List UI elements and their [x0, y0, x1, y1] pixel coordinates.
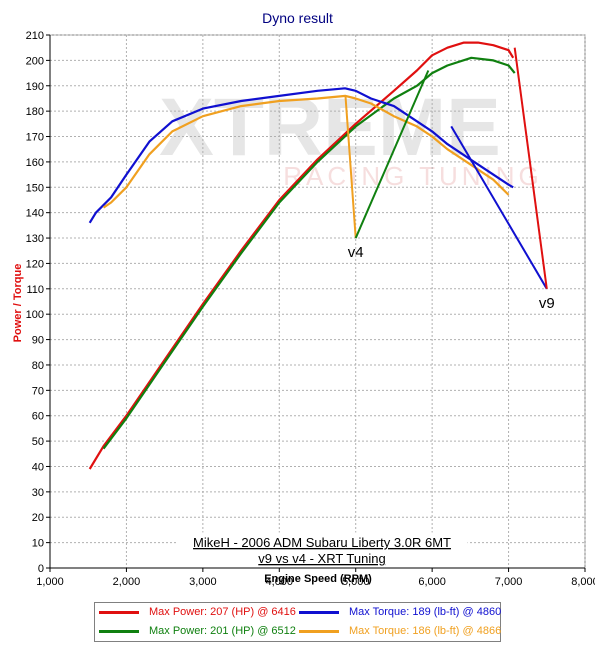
y-tick-label: 30: [32, 487, 44, 499]
leader-line-v9: [513, 47, 548, 289]
annotation-bg: [176, 532, 468, 568]
x-axis-label: Engine Speed (RPM): [264, 573, 372, 585]
y-tick-label: 130: [26, 233, 44, 245]
legend-label: Max Power: 201 (HP) @ 6512: [149, 625, 296, 637]
y-tick-label: 210: [26, 30, 44, 42]
x-tick-label: 7,000: [495, 576, 523, 588]
y-tick-label: 190: [26, 81, 44, 93]
x-tick-label: 6,000: [418, 576, 446, 588]
annotation-line2: v9 vs v4 - XRT Tuning: [258, 551, 385, 566]
legend-swatch: [299, 630, 339, 633]
y-tick-label: 170: [26, 132, 44, 144]
y-tick-label: 0: [38, 563, 44, 575]
chart-grid: [49, 34, 586, 569]
chart-title: Dyno result: [262, 10, 333, 26]
leader-line-v4: [344, 95, 357, 239]
y-axis-label: Power / Torque: [12, 264, 24, 343]
series-line-v9-power: [88, 41, 515, 470]
leader-line-v9: [450, 125, 548, 290]
x-tick-label: 4,000: [266, 576, 294, 588]
legend-label: Max Power: 207 (HP) @ 6416: [149, 606, 296, 618]
y-tick-label: 50: [32, 436, 44, 448]
y-tick-label: 120: [26, 258, 44, 270]
legend-swatch: [99, 630, 139, 633]
y-tick-label: 80: [32, 360, 44, 372]
y-tick-label: 180: [26, 106, 44, 118]
y-tick-label: 200: [26, 55, 44, 67]
x-tick-label: 3,000: [189, 576, 217, 588]
chart-legend: Max Power: 207 (HP) @ 6416 Max Torque: 18…: [94, 602, 501, 642]
annotation-box: MikeH - 2006 ADM Subaru Liberty 3.0R 6MT…: [176, 532, 468, 568]
legend-swatch: [99, 611, 139, 614]
series-line-v4-torque: [102, 94, 510, 209]
y-tick-label: 150: [26, 182, 44, 194]
legend-label: Max Torque: 186 (lb-ft) @ 4866: [349, 625, 502, 637]
y-tick-label: 100: [26, 309, 44, 321]
chart-axes: 0 10 20 30 40 50 60 70 80 90 100 110 120 130 140 150 160…: [26, 30, 595, 588]
series-line-v4-power: [102, 56, 516, 450]
annotation-line1: MikeH - 2006 ADM Subaru Liberty 3.0R 6MT: [193, 535, 451, 550]
y-tick-label: 140: [26, 208, 44, 220]
x-tick-label: 2,000: [113, 576, 141, 588]
point-label-v4: v4: [348, 244, 364, 261]
watermark-line2: RACING TUNING: [283, 161, 543, 191]
x-tick-label: 8,000: [571, 576, 595, 588]
y-tick-label: 110: [26, 284, 44, 296]
y-tick-label: 90: [32, 335, 44, 347]
leader-line-v4: [354, 70, 430, 239]
y-tick-label: 70: [32, 385, 44, 397]
y-tick-label: 60: [32, 411, 44, 423]
point-label-v9: v9: [539, 295, 555, 312]
series-line-v9-torque: [88, 87, 514, 224]
y-tick-label: 160: [26, 157, 44, 169]
y-tick-label: 40: [32, 461, 44, 473]
x-tick-label: 1,000: [36, 576, 64, 588]
chart-point-labels: v4 v9: [344, 47, 555, 312]
legend-label: Max Torque: 189 (lb-ft) @ 4860: [349, 606, 502, 618]
y-tick-label: 10: [32, 538, 44, 550]
watermark-line1: XTREME: [159, 82, 501, 173]
x-tick-label: 5,000: [342, 576, 370, 588]
y-tick-label: 20: [32, 512, 44, 524]
chart-series: [88, 41, 516, 470]
legend-swatch: [299, 611, 339, 614]
